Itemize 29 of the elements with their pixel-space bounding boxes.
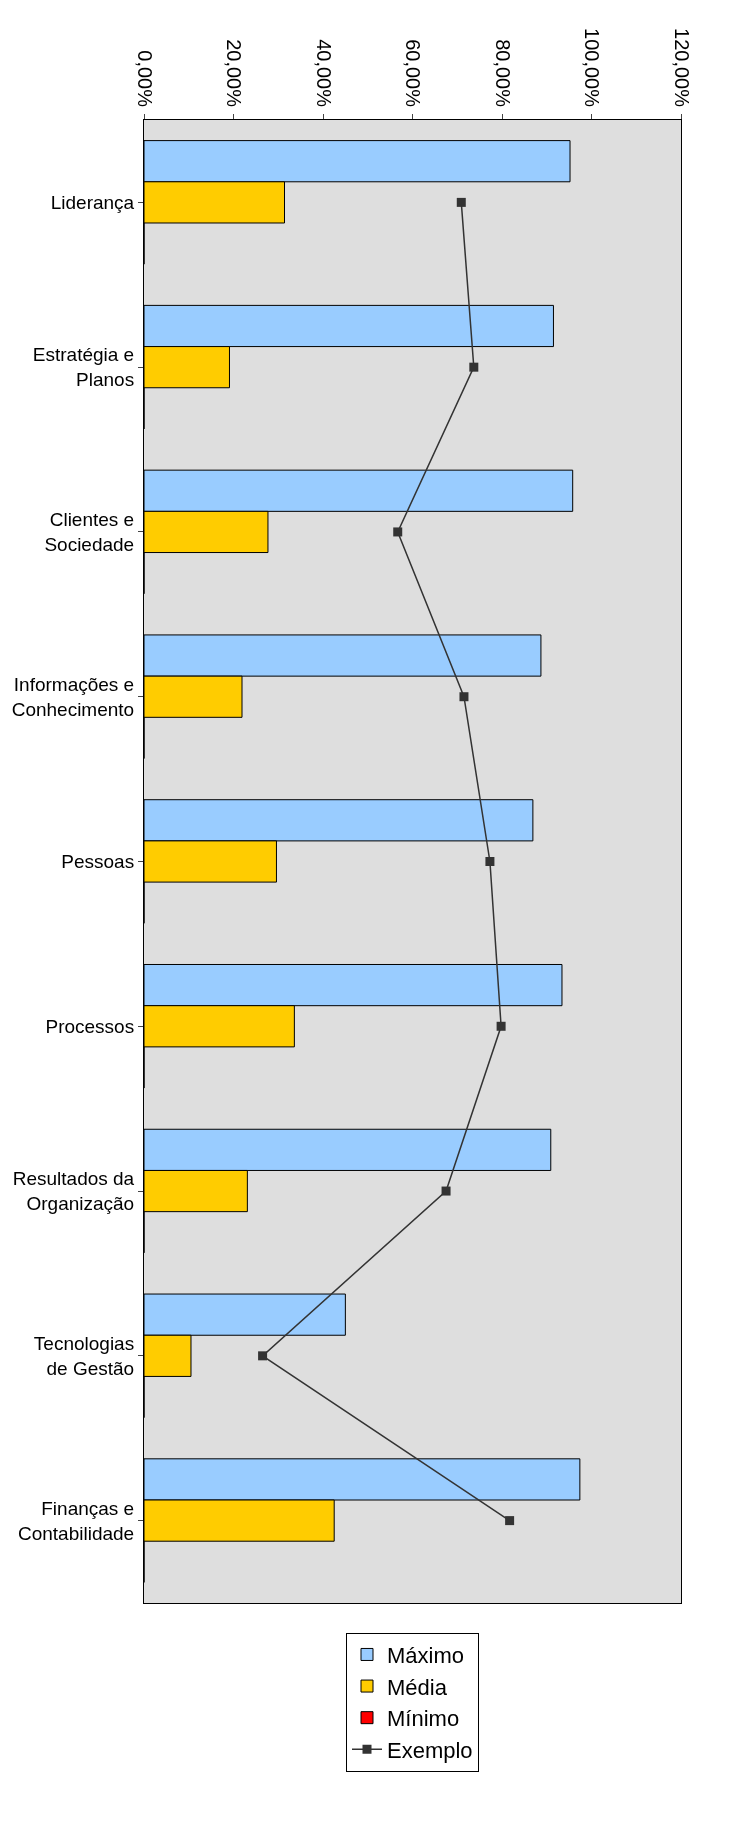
legend-label: Exemplo (387, 1737, 473, 1763)
x-tick-label: 60,00% (402, 39, 424, 108)
x-tick-label: 40,00% (312, 39, 335, 108)
y-tick-label: Clientes e Sociedade (44, 509, 135, 555)
point (485, 857, 495, 866)
point (441, 1186, 451, 1196)
x-tick-label: 80,00% (491, 39, 514, 108)
y-tick-label: Estratégia e Planos (32, 344, 135, 391)
x-tick-label: 0,00% (133, 50, 156, 108)
point (459, 692, 469, 702)
y-tick-label: Finanças e Contabilidade (18, 1497, 135, 1544)
y-tick-label: Resultados da Organização (12, 1168, 135, 1215)
legend-label: Máximo (387, 1643, 465, 1669)
point (505, 1516, 515, 1526)
x-tick-label: 100,00% (581, 28, 603, 108)
x-tick-label: 20,00% (223, 39, 245, 108)
point (393, 527, 403, 537)
y-tick-label: Informações e Conhecimento (11, 674, 135, 720)
y-tick-label: Processos (45, 1015, 135, 1037)
point (496, 1021, 506, 1031)
point (469, 362, 479, 372)
legend-label: Média (387, 1674, 448, 1700)
x-tick-label: 120,00% (670, 28, 693, 108)
y-tick-label: Tecnologias de Gestão (33, 1333, 135, 1379)
y-tick-label: Liderança (50, 192, 135, 214)
point (456, 197, 466, 207)
point (258, 1351, 268, 1361)
legend-label: Mínimo (387, 1706, 460, 1732)
y-tick-label: Pessoas (61, 851, 135, 873)
